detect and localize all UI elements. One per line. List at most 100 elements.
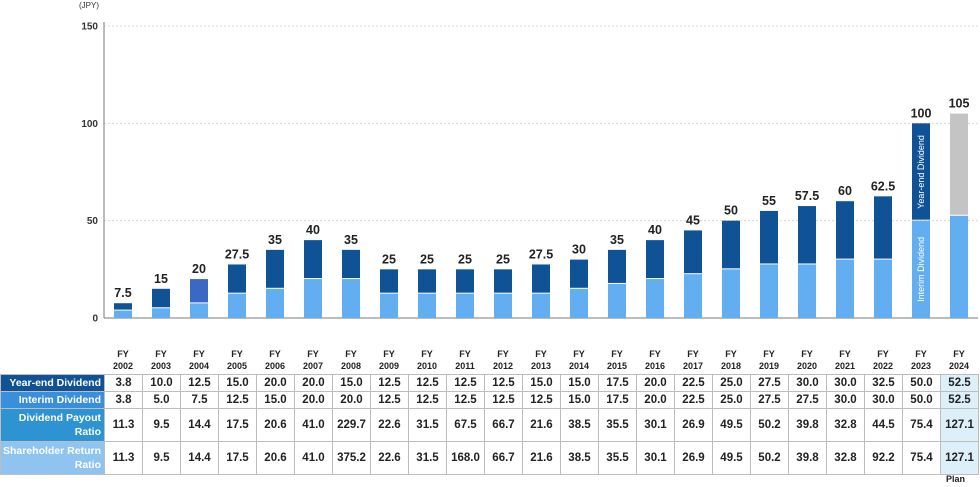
fy-prefix-2005: FY bbox=[231, 349, 243, 359]
fy-prefix-2024: FY bbox=[953, 349, 965, 359]
table-cell: 67.5 bbox=[446, 408, 485, 442]
bar-interim-2006 bbox=[266, 288, 284, 318]
fy-year-2019: 2019 bbox=[759, 361, 779, 371]
table-cell: 15.0 bbox=[256, 391, 295, 409]
total-label-2015: 35 bbox=[610, 233, 624, 247]
bar-interim-2021 bbox=[836, 259, 854, 318]
table-cell: 75.4 bbox=[902, 441, 941, 475]
table-cell: 22.6 bbox=[370, 408, 409, 442]
fy-prefix-2002: FY bbox=[117, 349, 129, 359]
table-cell: 9.5 bbox=[142, 408, 181, 442]
table-cell: 12.5 bbox=[484, 391, 523, 409]
table-cell: 22.5 bbox=[674, 391, 713, 409]
fy-prefix-2009: FY bbox=[383, 349, 395, 359]
table-cell: 168.0 bbox=[446, 441, 485, 475]
table-cell: 12.5 bbox=[180, 374, 219, 392]
fy-prefix-2012: FY bbox=[497, 349, 509, 359]
bar-year-end-2006 bbox=[266, 249, 284, 288]
table-cell: 30.0 bbox=[826, 391, 865, 409]
table-cell: 27.5 bbox=[750, 374, 789, 392]
bar-year-end-2017 bbox=[684, 230, 702, 274]
bar-interim-2024 bbox=[950, 215, 968, 318]
table-cell: 17.5 bbox=[598, 391, 637, 409]
table-cell: 15.0 bbox=[560, 391, 599, 409]
fy-prefix-2023: FY bbox=[915, 349, 927, 359]
bar-interim-2008 bbox=[342, 279, 360, 318]
table-cell: 35.5 bbox=[598, 441, 637, 475]
table-cell: 7.5 bbox=[180, 391, 219, 409]
bar-interim-2020 bbox=[798, 264, 816, 318]
total-label-2003: 15 bbox=[154, 272, 168, 286]
table-cell: 15.0 bbox=[332, 374, 371, 392]
bar-year-end-2023 bbox=[912, 123, 930, 220]
bar-year-end-2014 bbox=[570, 259, 588, 288]
bar-year-end-2022 bbox=[874, 196, 892, 259]
bar-year-end-2004 bbox=[190, 279, 208, 303]
fy-year-2012: 2012 bbox=[493, 361, 513, 371]
total-label-2021: 60 bbox=[838, 184, 852, 198]
table-cell: 10.0 bbox=[142, 374, 181, 392]
table-cell: 92.2 bbox=[864, 441, 903, 475]
fy-prefix-2008: FY bbox=[345, 349, 357, 359]
table-cell: 20.0 bbox=[636, 391, 675, 409]
table-cell: 50.0 bbox=[902, 374, 941, 392]
table-cell: 12.5 bbox=[370, 391, 409, 409]
table-cell: 39.8 bbox=[788, 441, 827, 475]
fy-prefix-2022: FY bbox=[877, 349, 889, 359]
table-cell: 44.5 bbox=[864, 408, 903, 442]
table-cell: 75.4 bbox=[902, 408, 941, 442]
total-label-2006: 35 bbox=[268, 233, 282, 247]
fy-year-2022: 2022 bbox=[873, 361, 893, 371]
table-cell: 52.5 bbox=[940, 391, 979, 409]
fy-prefix-2010: FY bbox=[421, 349, 433, 359]
bar-year-end-2007 bbox=[304, 240, 322, 279]
bar-interim-2005 bbox=[228, 293, 246, 318]
table-cell: 66.7 bbox=[484, 408, 523, 442]
table-cell: 20.0 bbox=[332, 391, 371, 409]
fy-year-2011: 2011 bbox=[455, 361, 475, 371]
table-cell: 25.0 bbox=[712, 391, 751, 409]
table-cell: 21.6 bbox=[522, 441, 561, 475]
table-cell: 17.5 bbox=[598, 374, 637, 392]
fy-year-2020: 2020 bbox=[797, 361, 817, 371]
table-cell: 15.0 bbox=[522, 374, 561, 392]
bar-interim-2007 bbox=[304, 279, 322, 318]
fy-prefix-2021: FY bbox=[839, 349, 851, 359]
bar-year-end-2020 bbox=[798, 206, 816, 264]
table-cell: 11.3 bbox=[104, 441, 143, 475]
total-label-2018: 50 bbox=[724, 204, 738, 218]
table-cell: 17.5 bbox=[218, 408, 257, 442]
y-axis-unit: (JPY) bbox=[79, 1, 99, 10]
bar-interim-2016 bbox=[646, 279, 664, 318]
table-cell: 22.6 bbox=[370, 441, 409, 475]
bar-interim-2011 bbox=[456, 293, 474, 318]
table-cell: 50.2 bbox=[750, 441, 789, 475]
fy-year-2006: 2006 bbox=[265, 361, 285, 371]
table-cell: 12.5 bbox=[218, 391, 257, 409]
total-label-2014: 30 bbox=[572, 243, 586, 257]
fy-prefix-2014: FY bbox=[573, 349, 585, 359]
bar-interim-2012 bbox=[494, 293, 512, 318]
fy-year-2010: 2010 bbox=[417, 361, 437, 371]
total-label-2004: 20 bbox=[192, 262, 206, 276]
bar-year-end-2010 bbox=[418, 269, 436, 293]
table-cell: 26.9 bbox=[674, 408, 713, 442]
table-cell: 20.6 bbox=[256, 408, 295, 442]
table-cell: 32.5 bbox=[864, 374, 903, 392]
bar-interim-2014 bbox=[570, 288, 588, 318]
fy-prefix-2018: FY bbox=[725, 349, 737, 359]
table-cell: 14.4 bbox=[180, 441, 219, 475]
table-cell: 35.5 bbox=[598, 408, 637, 442]
table-cell: 9.5 bbox=[142, 441, 181, 475]
bar-interim-2018 bbox=[722, 269, 740, 318]
fy-year-2018: 2018 bbox=[721, 361, 741, 371]
fy-year-2007: 2007 bbox=[303, 361, 323, 371]
row-header: Dividend Payout Ratio bbox=[0, 408, 105, 442]
table-cell: 27.5 bbox=[750, 391, 789, 409]
fy-year-2024: 2024 bbox=[949, 361, 969, 371]
fy-year-2014: 2014 bbox=[569, 361, 589, 371]
table-cell: 49.5 bbox=[712, 441, 751, 475]
bar-year-end-2013 bbox=[532, 264, 550, 293]
table-cell: 15.0 bbox=[218, 374, 257, 392]
table-cell: 11.3 bbox=[104, 408, 143, 442]
